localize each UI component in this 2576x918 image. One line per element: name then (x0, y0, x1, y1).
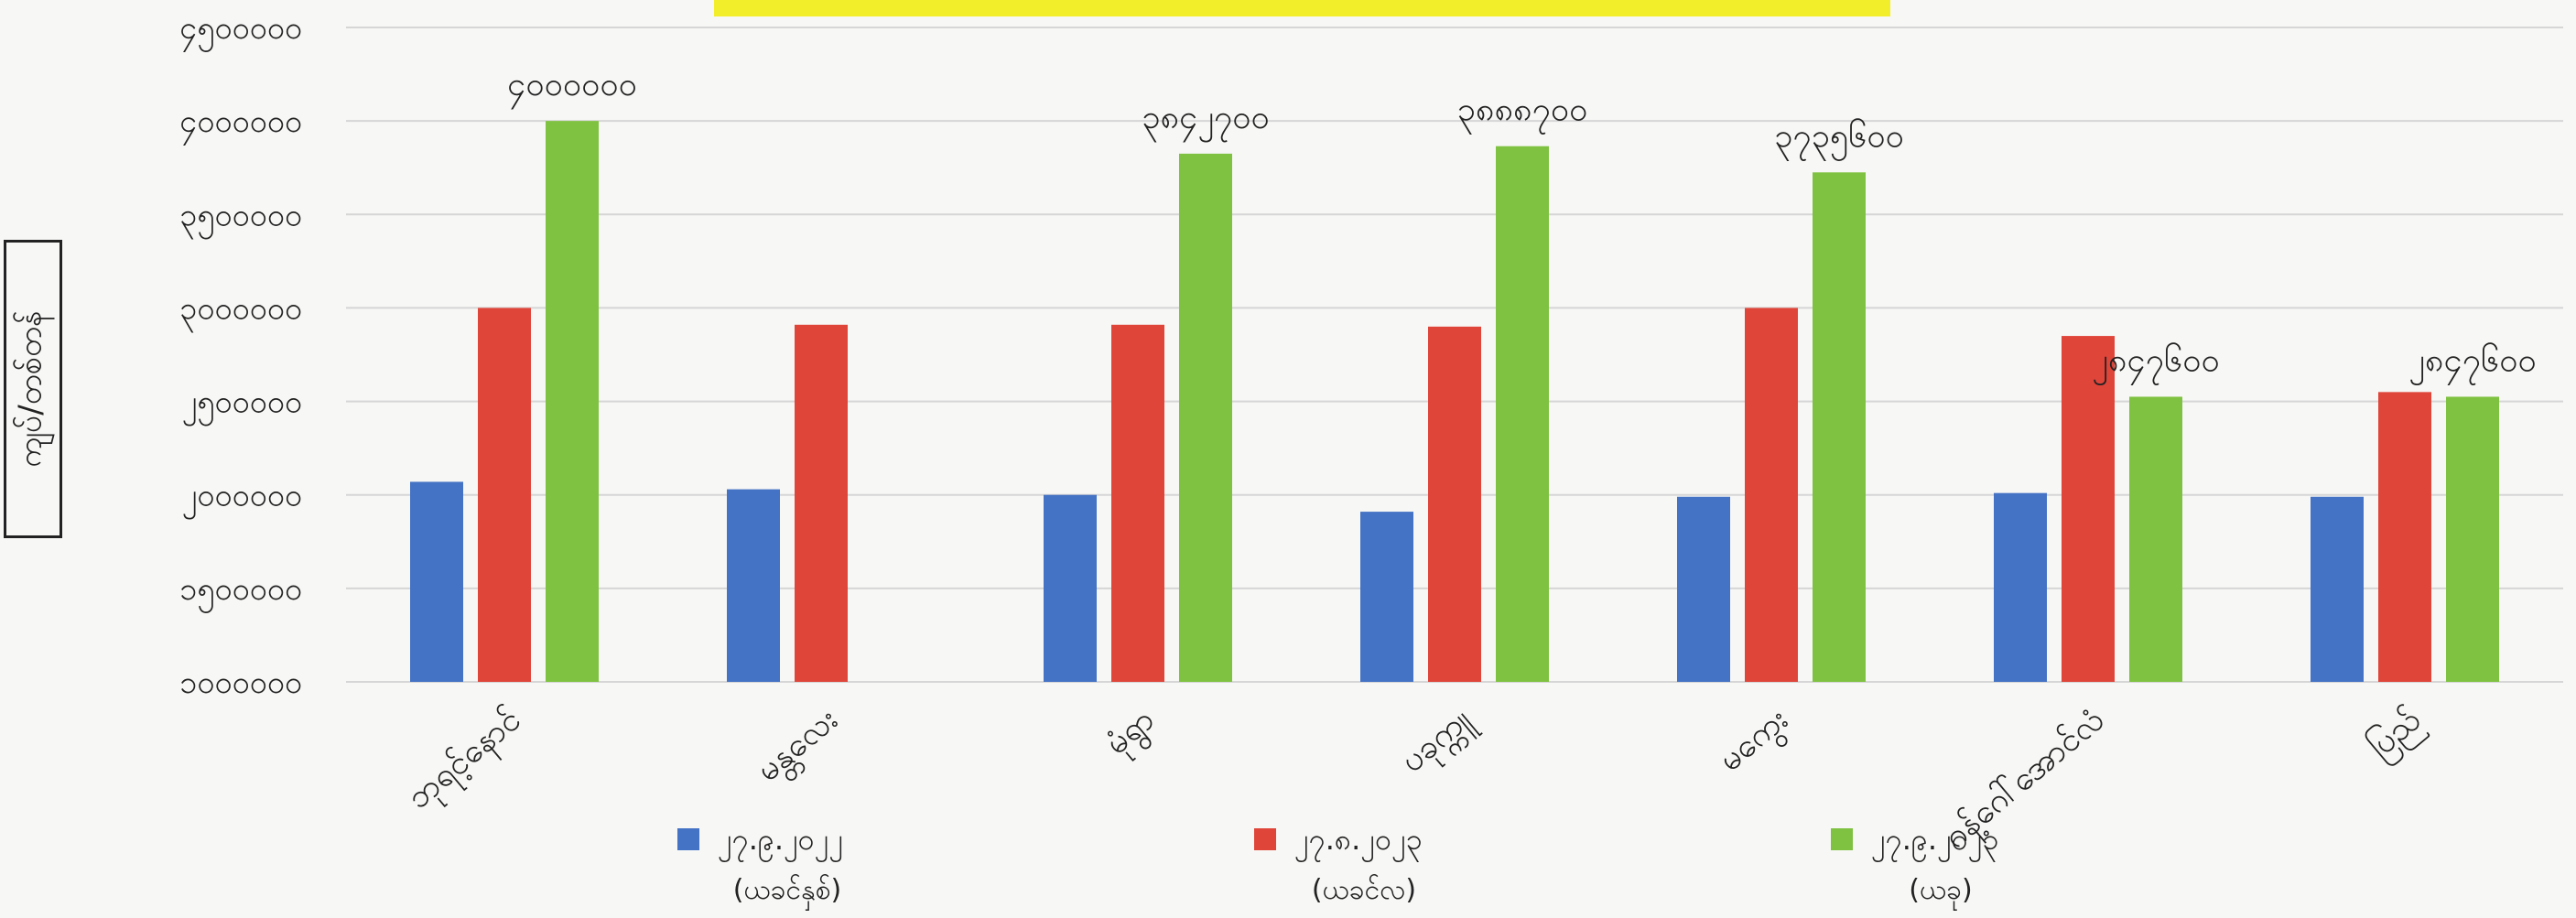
data-label: ၃၇၃၅၆၀၀ (1774, 117, 1904, 161)
y-tick-label: ၃၅၀၀၀၀၀ (179, 197, 302, 239)
legend-swatch (677, 828, 699, 850)
data-label: ၄၀၀၀၀၀၀ (507, 66, 637, 110)
bar (2129, 396, 2182, 682)
category-label: မုံရွာ (1098, 700, 1165, 767)
bar (2378, 392, 2431, 682)
bar (2062, 336, 2115, 682)
category-label: ပြည် (2361, 700, 2433, 771)
bar (1677, 496, 1730, 682)
y-tick-label: ၂၅၀၀၀၀၀ (182, 384, 302, 427)
y-axis-label-box: ကျပ်/တစ်တန် (4, 240, 62, 538)
y-tick-label: ၁၀၀၀၀၀၀ (179, 664, 302, 701)
y-tick-label: ၄၀၀၀၀၀၀ (179, 103, 302, 146)
legend-label: ၂၇.၉.၂၀၂၂ (718, 822, 843, 862)
bar (1994, 492, 2047, 682)
bar (2311, 496, 2364, 682)
legend-label: ၂၇.၉.၂၀၂၃ (1871, 822, 1999, 862)
y-tick-label: ၃၀၀၀၀၀၀ (179, 290, 302, 332)
legend-sublabel: (ယခု) (1909, 874, 1972, 912)
bar (478, 308, 531, 682)
y-tick-label: ၄၅၀၀၀၀၀ (179, 10, 302, 52)
bar (2446, 396, 2499, 682)
data-label: ၂၈၄၇၆၀၀ (2408, 341, 2537, 385)
category-label: မကွေး (1712, 700, 1800, 783)
bar (1111, 324, 1164, 682)
legend-swatch (1831, 828, 1853, 850)
bar (1428, 326, 1481, 682)
bar (1179, 153, 1232, 683)
legend-swatch (1254, 828, 1276, 850)
category-label: မန္တလေး (750, 700, 850, 794)
y-tick-label: ၂၀၀၀၀၀၀ (182, 478, 302, 520)
bar (1813, 172, 1866, 683)
bar (546, 121, 599, 683)
data-label: ၃၈၄၂၇၀၀ (1142, 99, 1270, 143)
bar (795, 324, 848, 682)
legend-sublabel: (ယခင်လ) (1312, 874, 1416, 906)
bar (727, 489, 780, 682)
title-highlight-bar (714, 0, 1890, 16)
legend-sublabel: (ယခင်နှစ်) (733, 874, 841, 912)
category-label: ဘုရင့်နောင် (400, 700, 532, 821)
bar (1360, 512, 1413, 682)
data-label: ၂၈၄၇၆၀၀ (2092, 341, 2220, 385)
data-label: ၃၈၈၈၇၀၀ (1457, 92, 1588, 135)
bar (1745, 308, 1798, 682)
bar (410, 481, 463, 682)
legend-label: ၂၇.၈.၂၀၂၃ (1294, 822, 1423, 862)
bar (1496, 146, 1549, 682)
bar (1044, 494, 1097, 682)
category-label: ပခုက္ကူ (1393, 700, 1483, 785)
y-tick-label: ၁၅၀၀၀၀၀ (179, 571, 302, 613)
